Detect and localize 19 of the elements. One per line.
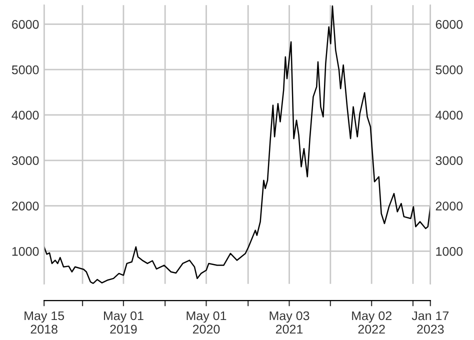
x-tick-label: May 01 2019 [104,311,144,334]
y2-tick-label: 3000 [436,156,463,166]
y2-tick-label: 5000 [436,65,463,74]
x-tick-label: May 01 2020 [186,311,226,334]
y2-tick-label: 6000 [436,20,463,29]
x-tick-label: Jan 17 2023 [412,311,449,334]
y-tick-label: 3000 [12,156,39,166]
y-tick-label: 5000 [12,65,39,74]
y-tick-label: 1000 [12,247,39,256]
y2-tick-label: 1000 [436,247,463,256]
y-tick-label: 6000 [12,20,39,29]
x-tick-label: May 15 2018 [24,311,64,334]
x-tick-label: May 02 2022 [352,311,392,334]
y-tick-label: 4000 [12,110,39,120]
x-tick-label: May 03 2021 [270,311,310,334]
y2-tick-label: 2000 [436,202,463,210]
y-tick-label: 2000 [12,202,39,210]
line-series [44,5,430,284]
y2-tick-label: 4000 [436,110,463,120]
